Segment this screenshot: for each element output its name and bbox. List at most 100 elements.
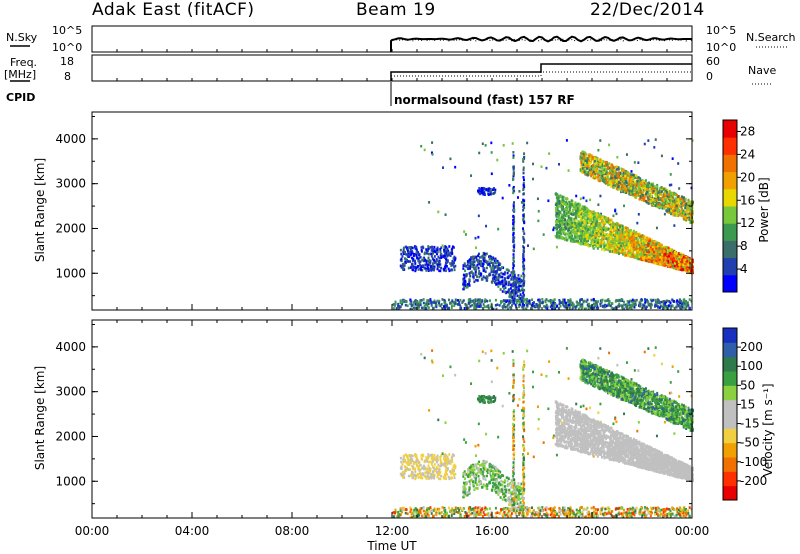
power-point — [651, 242, 654, 245]
power-point — [643, 305, 646, 308]
power-point — [586, 217, 589, 221]
power-point — [414, 302, 417, 306]
power-point — [630, 249, 633, 253]
power-point — [496, 158, 499, 162]
power-point — [668, 248, 671, 251]
power-point — [496, 268, 499, 271]
power-point — [634, 301, 637, 305]
power-point — [657, 252, 660, 256]
power-point — [583, 219, 586, 223]
power-point — [474, 273, 477, 277]
power-point — [406, 249, 409, 253]
power-point — [588, 210, 591, 213]
power-point — [555, 212, 558, 216]
power-point — [655, 226, 658, 230]
power-point — [517, 288, 520, 292]
power-point — [407, 266, 410, 270]
power-point — [511, 142, 514, 145]
power-point — [569, 217, 572, 221]
power-point — [482, 303, 485, 306]
power-point — [664, 300, 667, 303]
power-point — [575, 224, 578, 228]
power-point — [522, 284, 525, 287]
power-point — [438, 269, 441, 273]
power-point — [439, 247, 442, 251]
power-point — [518, 303, 521, 307]
power-point — [568, 212, 571, 215]
power-point — [645, 307, 648, 310]
power-point — [607, 234, 610, 237]
power-point — [586, 221, 589, 225]
power-point — [614, 233, 617, 237]
power-point — [574, 212, 577, 216]
power-point — [681, 302, 684, 306]
power-point — [638, 301, 641, 304]
power-point — [469, 298, 472, 301]
power-point — [579, 305, 582, 308]
power-point — [415, 247, 418, 251]
power-point — [567, 228, 570, 232]
power-point — [522, 171, 525, 175]
power-point — [639, 177, 642, 180]
power-point — [584, 307, 587, 310]
power-point — [482, 275, 485, 278]
power-point — [575, 194, 578, 198]
power-point — [591, 176, 594, 179]
power-point — [616, 299, 619, 302]
power-point — [579, 239, 582, 243]
power-point — [637, 251, 640, 254]
power-point — [403, 298, 406, 302]
power-point — [588, 228, 591, 231]
power-point — [641, 251, 644, 255]
power-point — [582, 151, 585, 154]
power-point — [426, 252, 429, 255]
power-point — [514, 292, 517, 295]
power-point — [587, 239, 590, 243]
power-point — [640, 240, 643, 244]
power-point — [398, 306, 401, 310]
power-point — [512, 165, 515, 168]
power-point — [398, 305, 401, 308]
power-point — [401, 262, 404, 266]
power-point — [434, 250, 437, 253]
power-point — [575, 222, 578, 225]
power-point — [417, 258, 420, 261]
power-point — [523, 288, 526, 292]
power-point — [493, 281, 496, 284]
power-point — [481, 256, 484, 259]
power-point — [570, 237, 573, 241]
power-point — [680, 254, 683, 258]
power-point — [632, 236, 635, 239]
power-point — [567, 299, 570, 302]
power-point — [512, 253, 515, 256]
power-point — [688, 256, 691, 260]
power-point — [519, 281, 522, 284]
power-point — [470, 265, 473, 268]
power-point — [523, 232, 526, 235]
power-point — [510, 278, 513, 281]
power-point — [632, 244, 635, 248]
power-point — [616, 155, 619, 159]
power-point — [579, 168, 582, 171]
power-point — [622, 252, 625, 256]
power-point — [570, 303, 573, 307]
power-point — [616, 249, 619, 253]
power-point — [440, 246, 443, 249]
power-point — [658, 242, 661, 246]
power-point — [609, 246, 612, 249]
power-point — [402, 264, 405, 268]
power-point — [654, 261, 657, 265]
power-point — [646, 254, 649, 258]
power-point — [588, 225, 591, 229]
power-point — [488, 273, 491, 277]
power-point — [633, 256, 636, 259]
power-point — [494, 298, 497, 302]
power-point — [559, 301, 562, 305]
power-point — [647, 257, 650, 261]
power-point — [524, 307, 527, 311]
power-point — [589, 210, 592, 213]
power-point — [493, 259, 496, 263]
power-point — [433, 255, 436, 258]
power-point — [509, 292, 512, 295]
